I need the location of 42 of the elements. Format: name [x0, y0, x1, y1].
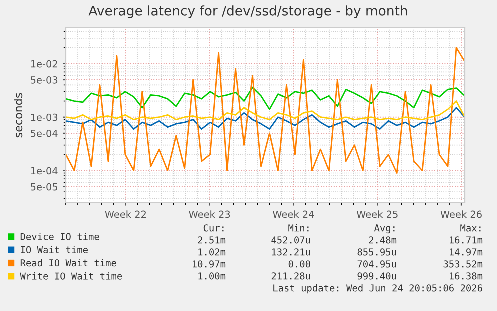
legend-label: Read IO Wait time — [20, 259, 116, 267]
line-series — [66, 47, 465, 174]
text: 1.02m — [198, 248, 226, 256]
y-tick-label: 5e-04 — [31, 130, 58, 138]
text: 211.28u — [272, 272, 310, 280]
y-tick-label: 1e-03 — [31, 114, 58, 122]
y-tick-label: 1e-04 — [31, 167, 58, 175]
text: 855.95u — [358, 248, 396, 256]
text: 2.48m — [369, 236, 397, 244]
text: 16.38m — [450, 272, 483, 280]
x-tick-label: Week 26 — [440, 210, 482, 218]
text: 132.21u — [272, 248, 310, 256]
text: 0.00 — [288, 260, 310, 268]
line-series — [66, 100, 465, 121]
text: 999.40u — [358, 272, 396, 280]
y-tick-label: 5e-03 — [31, 76, 58, 84]
y-tick-label: 5e-05 — [31, 183, 58, 191]
text: Cur: — [204, 224, 224, 232]
text: 14.97m — [450, 248, 483, 256]
x-tick-label: Week 22 — [105, 210, 146, 218]
x-tick-label: Week 25 — [356, 210, 398, 218]
text: 704.95u — [358, 260, 396, 268]
text: 353.52m — [444, 260, 483, 268]
text: Max: — [460, 224, 481, 232]
y-tick-label: 1e-02 — [31, 60, 58, 68]
legend-label: Device IO time — [20, 233, 100, 240]
x-tick-label: Week 24 — [272, 210, 314, 218]
y-axis-title: seconds — [14, 93, 23, 138]
text: 10.97m — [193, 260, 226, 268]
line-series — [66, 86, 465, 110]
legend-label: Write IO Wait time — [20, 272, 122, 280]
text: 16.71m — [450, 236, 483, 244]
text: Min: — [288, 224, 309, 232]
text: 452.07u — [272, 236, 310, 244]
text: Last update: Wed Jun 24 20:05:06 2026 — [274, 284, 482, 294]
legend-label: IO Wait time — [21, 246, 88, 254]
text: 2.51m — [198, 236, 226, 244]
x-tick-label: Week 23 — [189, 210, 230, 218]
chart-title: Average latency for /dev/ssd/storage - by month — [88, 6, 408, 18]
text: Avg: — [374, 224, 395, 234]
text: 1.00m — [198, 272, 226, 280]
line-series — [66, 107, 465, 130]
